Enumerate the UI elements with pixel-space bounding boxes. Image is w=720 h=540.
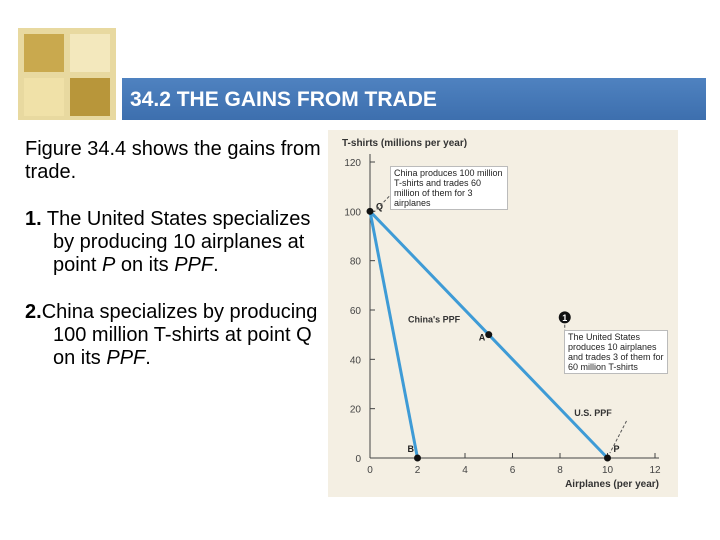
leader xyxy=(609,420,627,454)
x-tick-label: 12 xyxy=(649,465,661,476)
y-tick-label: 80 xyxy=(350,257,362,268)
y-tick-label: 20 xyxy=(350,405,362,416)
y-tick-label: 40 xyxy=(350,355,362,366)
bullet-text: . xyxy=(213,254,219,276)
series-label: China's PPF xyxy=(408,314,461,324)
x-tick-label: 2 xyxy=(415,465,421,476)
point xyxy=(485,331,493,339)
intro: Figure 34.4 shows the gains from trade. xyxy=(25,138,321,183)
point-label: B xyxy=(408,444,415,454)
bullet-text: on its xyxy=(115,254,175,276)
point-label: A xyxy=(479,333,486,343)
point xyxy=(414,454,421,462)
decoration xyxy=(18,28,116,120)
bullet-text: PPF xyxy=(106,347,146,369)
bullet-text: China specializes by producing 100 milli… xyxy=(41,301,318,369)
ppf-line xyxy=(368,211,419,459)
annotation: The United States produces 10 airplanes … xyxy=(564,330,668,374)
y-tick-label: 0 xyxy=(355,454,361,465)
x-tick-label: 8 xyxy=(557,465,563,476)
series-label: U.S. PPF xyxy=(574,408,612,418)
y-tick-label: 100 xyxy=(344,207,361,218)
bullet-text: P xyxy=(101,254,116,276)
point xyxy=(604,454,611,462)
point xyxy=(366,207,374,215)
y-tick-label: 120 xyxy=(344,158,361,169)
point-label: P xyxy=(614,444,620,454)
bullet: 1. The United States specializes by prod… xyxy=(25,208,325,277)
slide-title: 34.2 THE GAINS FROM TRADE xyxy=(122,78,706,120)
x-tick-label: 0 xyxy=(367,465,373,476)
bullet-text: . xyxy=(145,347,151,369)
figure-panel: T-shirts (millions per year) Airplanes (p… xyxy=(328,130,678,497)
x-tick-label: 10 xyxy=(602,465,614,476)
bullet-number: 2. xyxy=(25,301,42,323)
marker-circle xyxy=(558,311,571,324)
annotation: China produces 100 million T-shirts and … xyxy=(390,166,508,210)
bullet: 2.China specializes by producing 100 mil… xyxy=(25,301,325,370)
marker-number: 1 xyxy=(562,313,567,323)
bullet-text: PPF xyxy=(174,254,214,276)
x-tick-label: 6 xyxy=(510,465,516,476)
y-tick-label: 60 xyxy=(350,306,362,317)
text-column: Figure 34.4 shows the gains from trade. … xyxy=(25,138,325,394)
bullet-text: The United States specializes by produci… xyxy=(41,208,311,276)
x-axis-label: Airplanes (per year) xyxy=(565,479,659,490)
bullet-number: 1. xyxy=(25,208,42,230)
x-tick-label: 4 xyxy=(462,465,468,476)
y-axis-label: T-shirts (millions per year) xyxy=(342,138,467,149)
point-label: Q xyxy=(376,201,383,211)
